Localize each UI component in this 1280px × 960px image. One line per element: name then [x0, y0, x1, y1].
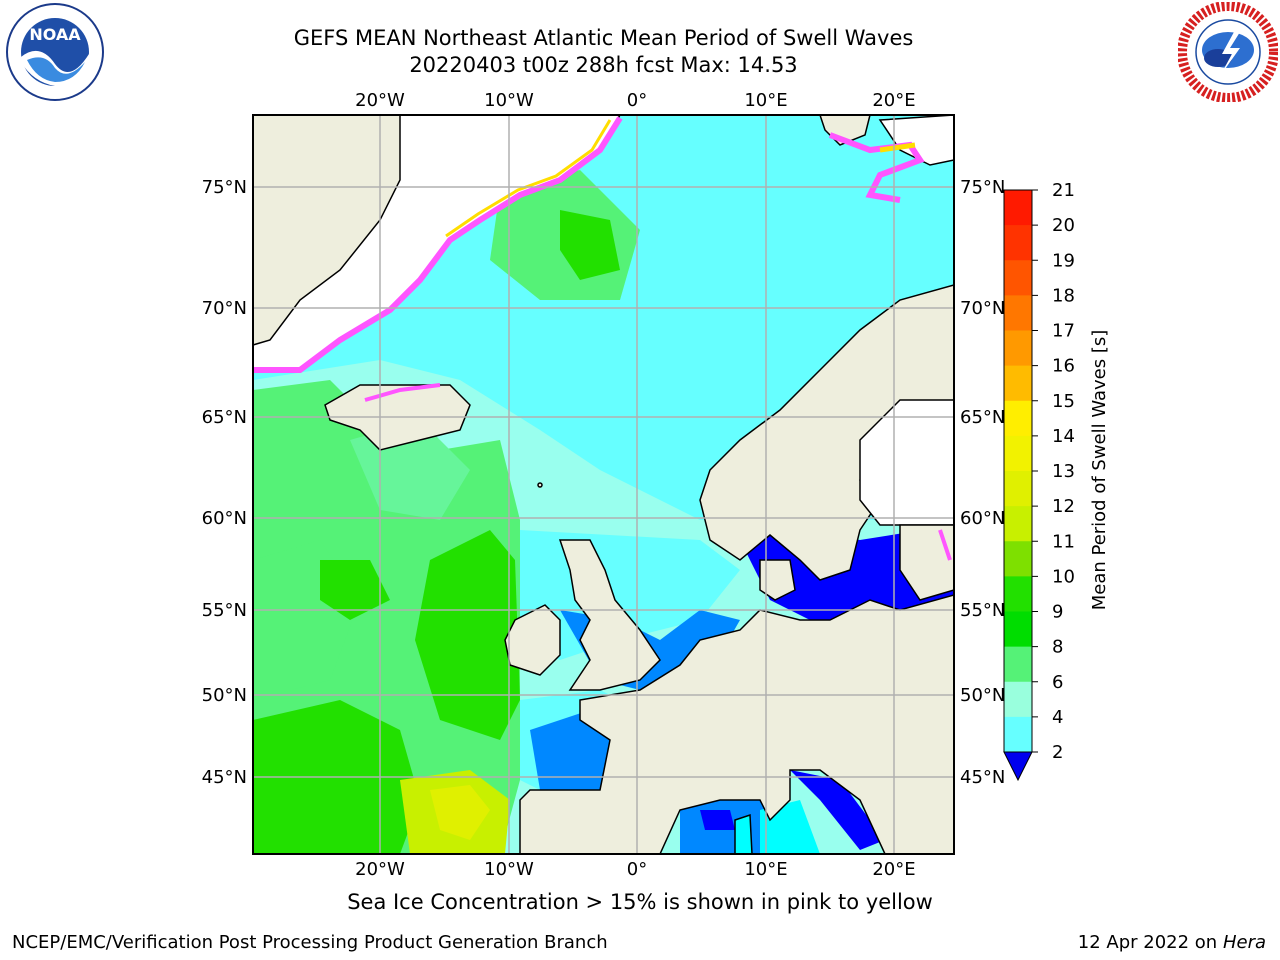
colorbar-cell — [1004, 716, 1032, 753]
colorbar-tick-label: 16 — [1052, 356, 1075, 377]
colorbar-cell — [1004, 646, 1032, 683]
lat-label: 60°N — [960, 508, 1005, 529]
colorbar-cell — [1004, 576, 1032, 612]
colorbar-tick-label: 12 — [1052, 496, 1075, 517]
colorbar-tick-label: 17 — [1052, 321, 1075, 342]
colorbar-cell — [1004, 471, 1032, 507]
colorbar-label: Mean Period of Swell Waves [s] — [1089, 330, 1110, 611]
colorbar-tick-label: 18 — [1052, 285, 1075, 306]
lat-label: 50°N — [202, 685, 247, 706]
lon-label: 20°E — [872, 859, 915, 880]
lon-label: 0° — [627, 90, 647, 111]
sea-ice-note: Sea Ice Concentration > 15% is shown in … — [347, 890, 933, 914]
colorbar-tick-label: 15 — [1052, 391, 1075, 412]
colorbar-cell — [1004, 190, 1032, 226]
land — [253, 115, 954, 854]
noaa-logo-text: NOAA — [29, 25, 81, 44]
colorbar-ticks: 21 20 19 18 17 16 15 14 13 12 11 10 9 8 6 4 2 — [1032, 180, 1075, 763]
map-field — [253, 115, 954, 854]
lon-label: 10°E — [744, 90, 787, 111]
lat-label: 70°N — [202, 298, 247, 319]
lat-label: 55°N — [960, 600, 1005, 621]
lon-labels-bottom: 20°W 10°W 0° 10°E 20°E — [355, 859, 915, 880]
chart-subtitle: 20220403 t00z 288h fcst Max: 14.53 — [409, 53, 798, 77]
sea-ice-edge — [253, 116, 952, 561]
lon-label: 20°E — [872, 90, 915, 111]
lat-labels-left: 75°N 70°N 65°N 60°N 55°N 50°N 45°N — [202, 177, 247, 788]
colorbar-cell — [1004, 611, 1032, 648]
lat-label: 55°N — [202, 600, 247, 621]
lon-label: 20°W — [355, 859, 405, 880]
lat-labels-right: 75°N 70°N 65°N 60°N 55°N 50°N 45°N — [960, 177, 1005, 788]
colorbar-cell — [1004, 365, 1032, 402]
colorbar-tick-label: 13 — [1052, 461, 1075, 482]
colorbar-tick-label: 21 — [1052, 180, 1075, 201]
colorbar-cell — [1004, 295, 1032, 331]
lat-label: 75°N — [202, 177, 247, 198]
colorbar-cell — [1004, 330, 1032, 367]
lat-label: 60°N — [202, 508, 247, 529]
colorbar-cell — [1004, 225, 1032, 261]
colorbar-cell — [1004, 435, 1032, 472]
map-frame — [252, 114, 955, 855]
colorbar-tick-label: 2 — [1052, 742, 1063, 763]
colorbar-tick-label: 4 — [1052, 707, 1063, 728]
colorbar-tick-label: 9 — [1052, 602, 1063, 623]
lon-label: 10°W — [484, 90, 534, 111]
colorbar-tick-label: 19 — [1052, 250, 1075, 271]
producer-credit: NCEP/EMC/Verification Post Processing Pr… — [12, 932, 608, 953]
colorbar-tick-label: 8 — [1052, 637, 1063, 658]
lat-label: 65°N — [960, 407, 1005, 428]
national-weather-service-logo-icon — [1178, 2, 1278, 102]
lon-labels-top: 20°W 10°W 0° 10°E 20°E — [355, 90, 915, 111]
date-stamp: 12 Apr 2022 on Hera — [1078, 932, 1266, 953]
date-text: 12 Apr 2022 on — [1077, 932, 1223, 953]
colorbar-tick-label: 20 — [1052, 215, 1075, 236]
colorbar-cell — [1004, 681, 1032, 718]
lon-label: 10°E — [744, 859, 787, 880]
colorbar-cell — [1004, 506, 1032, 542]
colorbar-tick-label: 11 — [1052, 531, 1075, 552]
lat-label: 75°N — [960, 177, 1005, 198]
lat-label: 50°N — [960, 685, 1005, 706]
colorbar-cell — [1004, 400, 1032, 437]
colorbar — [1003, 189, 1033, 782]
chart-title: GEFS MEAN Northeast Atlantic Mean Period… — [293, 26, 914, 50]
lon-label: 20°W — [355, 90, 405, 111]
lat-label: 45°N — [960, 767, 1005, 788]
colorbar-tick-label: 14 — [1052, 426, 1075, 447]
noaa-logo-icon: NOAA — [6, 3, 104, 101]
lon-label: 10°W — [484, 859, 534, 880]
lat-label: 65°N — [202, 407, 247, 428]
colorbar-tick-label: 6 — [1052, 672, 1063, 693]
colorbar-extend-triangle — [1003, 751, 1033, 782]
colorbar-cell — [1004, 541, 1032, 577]
lat-label: 70°N — [960, 298, 1005, 319]
lon-label: 0° — [627, 859, 647, 880]
colorbar-cell — [1004, 260, 1032, 296]
gridlines — [253, 115, 954, 854]
host-name: Hera — [1222, 932, 1266, 953]
lat-label: 45°N — [202, 767, 247, 788]
colorbar-tick-label: 10 — [1052, 566, 1075, 587]
